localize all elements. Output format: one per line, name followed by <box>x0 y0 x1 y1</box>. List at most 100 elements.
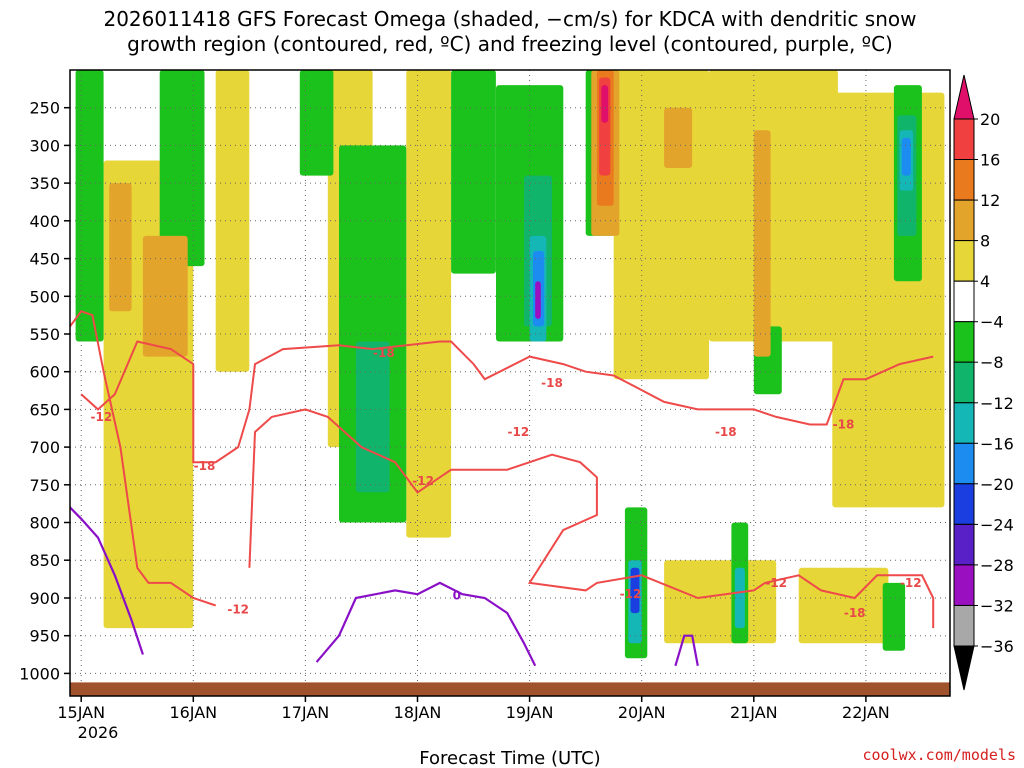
omega-region-yellow-17 <box>406 70 452 538</box>
y-tick-label-800: 800 <box>29 514 60 533</box>
contour-label-3: -18 <box>373 346 395 360</box>
y-tick-label-450: 450 <box>29 250 60 269</box>
colorbar-bin-5 <box>953 280 975 323</box>
colorbar-bin-1 <box>953 118 975 160</box>
colorbar-bin-4 <box>953 240 975 282</box>
colorbar-bin-13 <box>953 605 975 647</box>
colorbar-label-5: −4 <box>980 313 1004 332</box>
freezing-label-0: 0 <box>453 589 461 603</box>
colorbar-label-11: −28 <box>980 556 1014 575</box>
colorbar-label-7: −12 <box>980 394 1014 413</box>
y-tick-label-600: 600 <box>29 363 60 382</box>
x-year-label: 2026 <box>78 723 119 742</box>
y-tick-label-750: 750 <box>29 476 60 495</box>
omega-region-green-low-22 <box>882 582 906 651</box>
colorbar-bin-3 <box>953 199 975 242</box>
contour-label-0: -12 <box>91 410 113 424</box>
dendritic-contour--12-2 <box>248 408 935 629</box>
colorbar-bin-12 <box>953 564 975 606</box>
freezing-level-contour-2 <box>674 634 699 667</box>
contour-label-1: -18 <box>194 459 216 473</box>
chart-title-line-2: growth region (contoured, red, ºC) and f… <box>127 32 893 56</box>
y-axis: 250 300 350 400 450 500 550 600 650 700 750 800 850 9… <box>19 99 70 683</box>
colorbar-bin-9 <box>953 442 975 485</box>
y-tick-label-1000: 1000 <box>19 664 60 683</box>
y-tick-label-700: 700 <box>29 438 60 457</box>
omega-region-yellow-20-21 <box>709 70 838 342</box>
x-tick-label-22JAN: 22JAN <box>842 703 890 722</box>
contour-label-8: -18 <box>715 425 737 439</box>
freezing-level-contour-0 <box>70 506 144 655</box>
colorbar-label-8: −16 <box>980 434 1014 453</box>
colorbar-label-13: −36 <box>980 637 1014 656</box>
omega-region-yellow-21-22 <box>832 92 945 508</box>
y-tick-label-350: 350 <box>29 174 60 193</box>
dendritic-contour--18-1 <box>80 340 934 464</box>
x-tick-label-18JAN: 18JAN <box>394 703 442 722</box>
credit-link[interactable]: coolwx.com/models <box>862 746 1016 764</box>
contour-labels: -12 -18 -12 -18 -12 -12 -18 -12 -18 -12 -18 -18 -12 0 <box>91 346 922 620</box>
y-tick-label-250: 250 <box>29 99 60 118</box>
contour-label-6: -18 <box>541 376 563 390</box>
colorbar-bin-11 <box>953 523 975 566</box>
contour-label-11: -18 <box>844 606 866 620</box>
contour-label-12: -12 <box>900 576 922 590</box>
colorbar-bin-6 <box>953 321 975 363</box>
colorbar-label-9: −20 <box>980 475 1014 494</box>
omega-region-orange-21 <box>753 130 771 357</box>
y-tick-label-950: 950 <box>29 627 60 646</box>
omega-region-blue-22 <box>901 137 911 176</box>
omega-region-cyan-low-21 <box>734 567 745 629</box>
omega-region-orange-20 <box>664 107 693 168</box>
x-tick-label-16JAN: 16JAN <box>169 703 217 722</box>
freezing-level-contour-1 <box>315 581 537 667</box>
y-tick-label-900: 900 <box>29 589 60 608</box>
omega-region-yellow-low-20 <box>664 560 777 644</box>
x-tick-label-17JAN: 17JAN <box>282 703 330 722</box>
y-tick-label-400: 400 <box>29 212 60 231</box>
terrain-ground <box>70 682 950 696</box>
colorbar-label-10: −24 <box>980 515 1014 534</box>
contour-label-2: -12 <box>227 602 249 616</box>
omega-region-green-17-18 <box>451 70 496 274</box>
contour-label-9: -12 <box>765 576 787 590</box>
omega-region-green-14 <box>75 70 104 342</box>
plot-frame <box>69 69 951 697</box>
x-tick-label-20JAN: 20JAN <box>618 703 666 722</box>
omega-region-orange-14 <box>109 183 132 312</box>
y-tick-label-300: 300 <box>29 136 60 155</box>
colorbar-label-4: 4 <box>980 272 990 291</box>
contour-label-7: -12 <box>620 587 642 601</box>
x-tick-label-21JAN: 21JAN <box>730 703 778 722</box>
x-axis: 15JAN 16JAN 17JAN 18JAN 19JAN 20JAN 21JAN 22JAN <box>57 696 890 722</box>
contour-label-5: -12 <box>508 425 530 439</box>
colorbar-bin-10 <box>953 483 975 525</box>
gridlines <box>70 70 950 696</box>
colorbar-label-2: 12 <box>980 191 1000 210</box>
omega-region-green-15 <box>159 70 205 267</box>
colorbar-label-12: −32 <box>980 597 1014 616</box>
dendritic-contour--12-0 <box>70 310 217 607</box>
colorbar-label-1: 16 <box>980 151 1000 170</box>
colorbar: 20 16 12 8 4 −4 −8 −12 −16 −20 −24 −28 −32 −36 <box>953 74 1014 691</box>
chart-title-line-1: 2026011418 GFS Forecast Omega (shaded, −… <box>103 7 916 31</box>
y-tick-label-500: 500 <box>29 287 60 306</box>
y-tick-label-550: 550 <box>29 325 60 344</box>
omega-shading-layer <box>75 70 945 659</box>
terrain-fill <box>70 682 950 696</box>
colorbar-bin-bottom <box>953 645 975 691</box>
colorbar-label-0: 20 <box>980 110 1000 129</box>
y-tick-label-650: 650 <box>29 400 60 419</box>
x-tick-label-15JAN: 15JAN <box>57 703 105 722</box>
omega-region-green-16-17 <box>299 70 334 176</box>
contour-label-4: -12 <box>412 474 434 488</box>
colorbar-label-6: −8 <box>980 353 1004 372</box>
temperature-contours <box>70 310 935 667</box>
omega-region-magenta-19-20 <box>601 85 609 123</box>
contour-label-10: -18 <box>833 418 855 432</box>
omega-region-teal-17 <box>355 341 390 493</box>
colorbar-bin-8 <box>953 402 975 444</box>
colorbar-bin-2 <box>953 159 975 201</box>
y-tick-label-850: 850 <box>29 551 60 570</box>
